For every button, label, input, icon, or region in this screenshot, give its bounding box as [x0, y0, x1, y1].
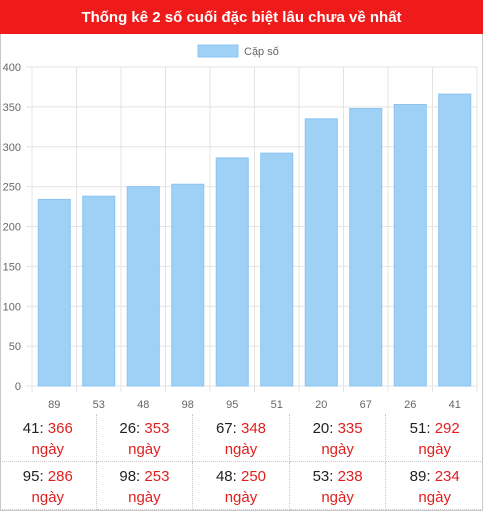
x-tick-label: 98: [182, 399, 194, 411]
stat-days: 353: [144, 420, 170, 437]
stat-cell: 67: 348 ngày: [193, 414, 290, 462]
x-tick-label: 26: [404, 399, 416, 411]
stat-days: 286: [47, 468, 73, 485]
stat-days: 292: [434, 420, 460, 437]
stat-pair: 53: [312, 468, 330, 485]
stat-pair: 98: [119, 468, 137, 485]
bar: [171, 183, 205, 387]
stat-pair: 51: [409, 420, 427, 437]
stat-unit: ngày: [321, 441, 354, 458]
stat-pair: 20: [312, 420, 330, 437]
stat-cell: 95: 286 ngày: [0, 462, 97, 510]
y-tick-label: 400: [3, 62, 21, 74]
stat-cell: 26: 353 ngày: [96, 414, 194, 462]
stat-unit: ngày: [128, 441, 161, 458]
y-tick-label: 50: [9, 341, 21, 353]
stat-days: 234: [434, 468, 460, 485]
stat-days: 253: [144, 468, 170, 485]
stat-unit: ngày: [224, 489, 258, 506]
bar-chart: 0 50 100 150 200 250 300 350 400 89 53 48 98 95 51 20 67…: [3, 44, 478, 411]
bar: [304, 118, 338, 387]
stat-pair: 26: [119, 420, 137, 437]
stat-cell: 53: 238 ngày: [289, 462, 387, 510]
stat-cell: 89: 234 ngày: [386, 462, 483, 510]
bar: [215, 157, 249, 387]
x-tick-label: 67: [360, 399, 372, 411]
stat-pair: 95: [22, 468, 40, 485]
x-tick-label: 53: [93, 399, 105, 411]
stat-unit: ngày: [128, 489, 161, 506]
bar: [349, 107, 383, 387]
x-tick-label: 89: [48, 399, 60, 411]
stat-pair: 89: [409, 468, 427, 485]
bar: [82, 195, 116, 387]
stat-pair: 67: [215, 420, 233, 437]
stat-unit: ngày: [418, 441, 451, 458]
stat-days: 366: [47, 420, 73, 437]
stat-days: 238: [337, 468, 363, 485]
y-tick-label: 350: [3, 102, 21, 114]
stat-days: 335: [337, 420, 363, 437]
bar: [260, 152, 294, 387]
bar: [126, 186, 160, 387]
bar: [37, 198, 71, 387]
y-tick-label: 300: [3, 142, 21, 154]
y-tick-label: 100: [3, 301, 21, 313]
x-tick-label: 48: [137, 399, 149, 411]
y-tick-label: 250: [3, 182, 21, 194]
stat-days: 250: [240, 468, 267, 485]
legend-swatch: [197, 44, 239, 58]
page-title: Thống kê 2 số cuối đặc biệt lâu chưa về …: [0, 0, 483, 34]
stat-cell: 41: 366 ngày: [0, 414, 97, 462]
stat-pair: 41: [22, 420, 40, 437]
stat-unit: ngày: [31, 489, 65, 506]
stats-grid: 41: 366 ngày 26: 353 ngày 67: 348 ngày 2…: [0, 414, 483, 511]
stat-unit: ngày: [418, 489, 451, 506]
bar: [438, 93, 472, 387]
x-tick-label: 95: [226, 399, 238, 411]
stat-pair: 48: [215, 468, 233, 485]
stat-cell: 20: 335 ngày: [289, 414, 387, 462]
x-tick-label: 51: [271, 399, 283, 411]
y-tick-label: 0: [15, 381, 21, 393]
y-tick-label: 150: [3, 261, 21, 273]
x-tick-label: 41: [449, 399, 461, 411]
x-tick-label: 20: [315, 399, 327, 411]
stat-days: 348: [240, 420, 267, 437]
y-tick-label: 200: [3, 222, 21, 234]
stat-unit: ngày: [321, 489, 354, 506]
bar: [393, 103, 427, 387]
legend-label: Cặp số: [244, 46, 279, 58]
stat-unit: ngày: [31, 441, 65, 458]
stat-unit: ngày: [224, 441, 258, 458]
stat-cell: 98: 253 ngày: [96, 462, 194, 510]
stat-cell: 51: 292 ngày: [386, 414, 483, 462]
stat-cell: 48: 250 ngày: [193, 462, 290, 510]
